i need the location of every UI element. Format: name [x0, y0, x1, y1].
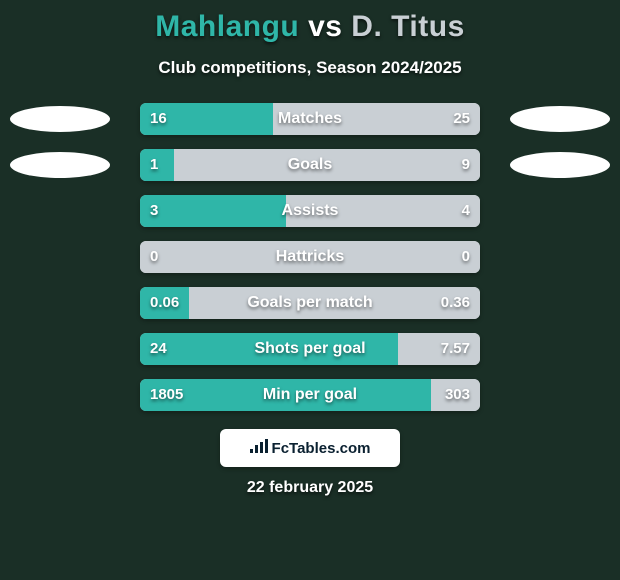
stat-bar: Matches16 25 — [140, 103, 480, 135]
footer-date: 22 february 2025 — [0, 479, 620, 497]
stat-value-right: 303 — [445, 379, 470, 411]
vs-text: vs — [308, 10, 342, 43]
source-text: FcTables.com — [272, 440, 371, 457]
stat-bar: Shots per goal24 7.57 — [140, 333, 480, 365]
stat-bar: Hattricks0 0 — [140, 241, 480, 273]
player1-badge-placeholder — [10, 106, 110, 132]
stat-value-left: 1805 — [150, 379, 183, 411]
stat-value-right: 0.36 — [441, 287, 470, 319]
player2-badge-placeholder — [510, 106, 610, 132]
stat-label: Hattricks — [140, 241, 480, 273]
stat-value-left: 0 — [150, 241, 158, 273]
stat-value-left: 3 — [150, 195, 158, 227]
stat-value-right: 4 — [462, 195, 470, 227]
stat-row: Hattricks0 0 — [0, 241, 620, 273]
stat-row: Goals per match0.06 0.36 — [0, 287, 620, 319]
stat-bar: Goals1 9 — [140, 149, 480, 181]
player2-badge-placeholder — [510, 152, 610, 178]
stat-row: Matches16 25 — [0, 103, 620, 135]
player2-name: D. Titus — [351, 10, 464, 43]
stat-value-right: 0 — [462, 241, 470, 273]
signal-icon — [250, 439, 268, 458]
player1-badge-placeholder — [10, 152, 110, 178]
stat-label: Goals — [140, 149, 480, 181]
source-badge: FcTables.com — [220, 429, 400, 467]
stat-row: Shots per goal24 7.57 — [0, 333, 620, 365]
stat-value-right: 25 — [453, 103, 470, 135]
title: Mahlangu vs D. Titus — [0, 10, 620, 44]
stat-rows: Matches16 25 Goals1 9 Assists3 4 Hattricks0 0 Go… — [0, 103, 620, 411]
stat-bar: Goals per match0.06 0.36 — [140, 287, 480, 319]
stat-value-right: 7.57 — [441, 333, 470, 365]
comparison-infographic: Mahlangu vs D. Titus Club competitions, … — [0, 0, 620, 580]
stat-value-left: 0.06 — [150, 287, 179, 319]
stat-value-left: 1 — [150, 149, 158, 181]
stat-label: Assists — [140, 195, 480, 227]
stat-row: Assists3 4 — [0, 195, 620, 227]
stat-value-left: 24 — [150, 333, 167, 365]
stat-label: Matches — [140, 103, 480, 135]
stat-label: Shots per goal — [140, 333, 480, 365]
subtitle: Club competitions, Season 2024/2025 — [0, 58, 620, 78]
stat-label: Goals per match — [140, 287, 480, 319]
stat-label: Min per goal — [140, 379, 480, 411]
stat-bar: Assists3 4 — [140, 195, 480, 227]
player1-name: Mahlangu — [155, 10, 299, 43]
stat-value-left: 16 — [150, 103, 167, 135]
stat-bar: Min per goal1805 303 — [140, 379, 480, 411]
stat-value-right: 9 — [462, 149, 470, 181]
stat-row: Min per goal1805 303 — [0, 379, 620, 411]
stat-row: Goals1 9 — [0, 149, 620, 181]
